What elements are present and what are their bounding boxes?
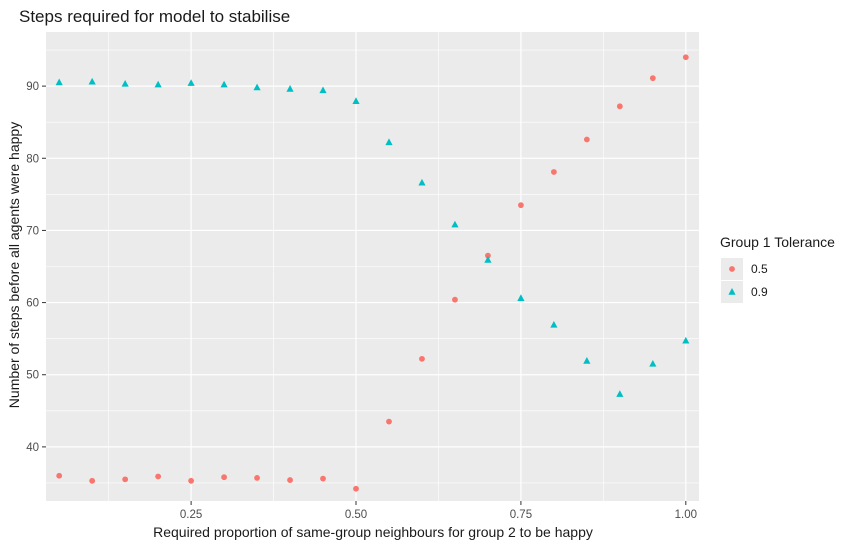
data-point	[518, 202, 524, 209]
data-point	[56, 472, 63, 479]
data-point	[550, 169, 557, 175]
x-tick-label: 0.75	[510, 509, 532, 521]
data-point	[221, 474, 227, 481]
y-tick-label: 60	[26, 298, 39, 310]
data-point	[583, 136, 590, 143]
major-gridlines	[46, 32, 699, 501]
data-point	[88, 77, 96, 85]
data-point	[320, 475, 326, 482]
x-tick-label: 1.00	[675, 509, 697, 521]
data-point	[649, 75, 656, 82]
y-tick-label: 50	[26, 370, 39, 382]
data-point	[682, 54, 689, 61]
series-0.9	[55, 77, 690, 397]
y-tick-label: 90	[26, 81, 39, 93]
minor-gridlines	[46, 32, 699, 501]
data-point	[286, 85, 294, 92]
legend-item-0.5: 0.5	[721, 258, 768, 280]
data-point	[122, 476, 129, 483]
y-axis-title: Number of steps before all agents were h…	[6, 122, 22, 408]
data-point	[485, 252, 491, 259]
data-point	[353, 485, 359, 492]
legend-label: 0.9	[751, 285, 768, 299]
data-point	[517, 294, 525, 301]
data-point	[254, 475, 260, 481]
x-axis: 0.25 0.50 0.75 1.00	[180, 501, 697, 521]
legend-label: 0.5	[751, 262, 768, 276]
data-points	[55, 54, 690, 492]
data-point	[55, 78, 63, 86]
data-point	[451, 220, 459, 228]
legend-marker	[729, 266, 735, 272]
y-tick-label: 70	[26, 225, 39, 237]
data-point	[154, 80, 162, 88]
chart-title: Steps required for model to stabilise	[19, 7, 290, 26]
data-point	[188, 477, 195, 484]
x-tick-label: 0.50	[345, 509, 367, 521]
series-0.5	[56, 54, 689, 492]
data-point	[682, 336, 690, 344]
data-point	[89, 477, 96, 484]
x-axis-title: Required proportion of same-group neighb…	[153, 524, 593, 540]
y-tick-label: 40	[26, 442, 39, 454]
data-point	[550, 320, 558, 328]
data-point	[649, 359, 657, 367]
legend: Group 1 Tolerance 0.5 0.9	[720, 234, 835, 303]
data-point	[319, 86, 327, 94]
legend-item-0.9: 0.9	[721, 281, 768, 303]
data-point	[484, 256, 492, 263]
data-point	[386, 418, 392, 425]
data-point	[616, 390, 624, 397]
x-tick-label: 0.25	[180, 509, 202, 521]
data-point	[616, 103, 623, 110]
data-point	[419, 355, 425, 362]
legend-marker	[728, 288, 736, 295]
data-point	[287, 477, 293, 483]
data-point	[385, 138, 393, 146]
y-axis: 40 50 60 70 80 90	[26, 81, 46, 454]
data-point	[155, 473, 162, 480]
data-point	[220, 80, 228, 88]
legend-title: Group 1 Tolerance	[720, 234, 835, 250]
y-tick-label: 80	[26, 153, 39, 165]
data-point	[583, 357, 591, 364]
data-point	[418, 178, 426, 186]
data-point	[121, 79, 129, 87]
data-point	[253, 83, 261, 91]
data-point	[452, 296, 458, 303]
data-point	[187, 79, 195, 86]
data-point	[352, 97, 360, 104]
